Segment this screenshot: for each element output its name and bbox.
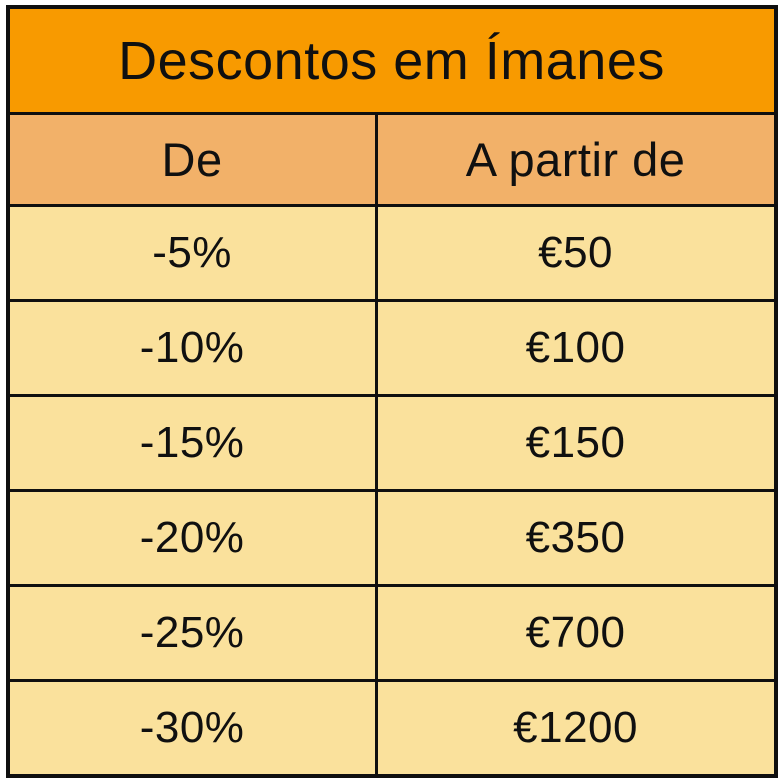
table-row: -10% €100: [6, 298, 778, 397]
table-title: Descontos em Ímanes: [6, 5, 777, 115]
title-row: Descontos em Ímanes: [6, 5, 777, 115]
column-header-de: De: [6, 112, 378, 207]
table-row: -25% €700: [6, 583, 778, 682]
table-row: -30% €1200: [6, 678, 778, 778]
threshold-cell: €700: [374, 583, 778, 682]
header-row: De A partir de: [6, 112, 778, 207]
table-row: -5% €50: [6, 204, 778, 302]
discount-cell: -30%: [6, 678, 378, 778]
discount-cell: -5%: [6, 204, 378, 302]
discount-cell: -15%: [6, 393, 378, 492]
table-row: -20% €350: [6, 488, 778, 587]
threshold-cell: €100: [374, 298, 778, 397]
threshold-cell: €150: [374, 393, 778, 492]
discount-table: Descontos em Ímanes De A partir de -5% €…: [5, 5, 778, 778]
threshold-cell: €1200: [374, 678, 778, 778]
threshold-cell: €50: [374, 204, 778, 302]
discount-cell: -25%: [6, 583, 378, 682]
threshold-cell: €350: [374, 488, 778, 587]
discount-cell: -10%: [6, 298, 378, 397]
column-header-a-partir-de: A partir de: [374, 112, 778, 207]
discount-cell: -20%: [6, 488, 378, 587]
table-row: -15% €150: [6, 393, 778, 492]
